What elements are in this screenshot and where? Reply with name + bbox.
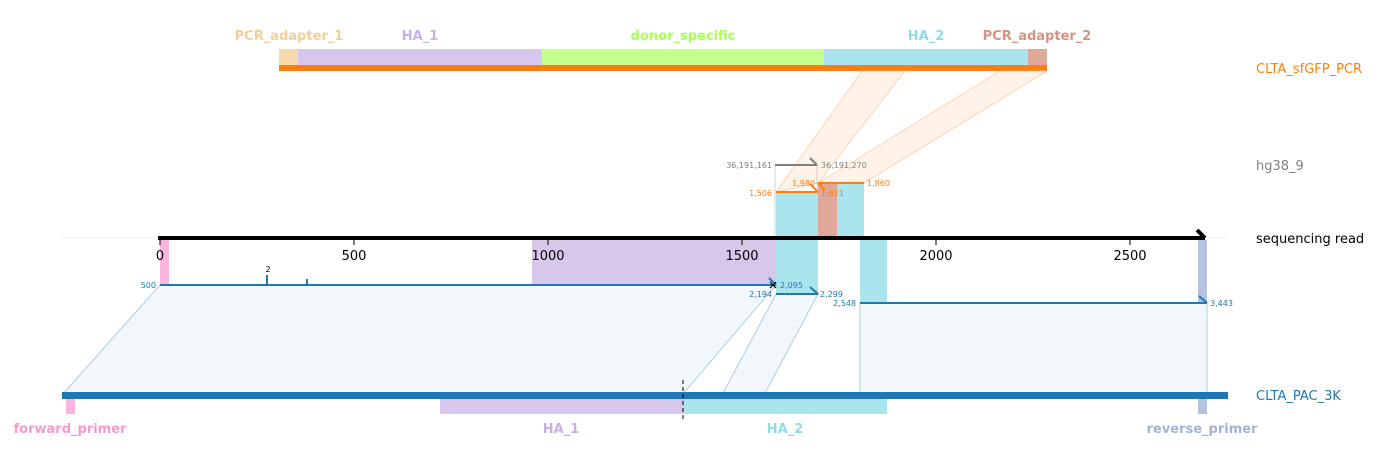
genome-arrow-icon	[809, 157, 818, 166]
donor-feature-donor-specific	[542, 49, 824, 65]
target-line	[62, 392, 1228, 399]
read-donor-ha2-block-a	[776, 192, 818, 238]
target-connection-c	[859, 302, 1208, 396]
donor-label-pcr-adapter-2: PCR_adapter_2	[983, 29, 1092, 44]
donor-line	[279, 65, 1047, 71]
target-feature-ha-2	[684, 399, 887, 414]
read-axis-tick-label: 2000	[919, 249, 952, 264]
donor-alignments: 1,506 1,980 1,611 1,860	[749, 179, 890, 238]
target-b-start-coord: 2,194	[749, 290, 772, 299]
target-a-end-coord: 2,095	[780, 281, 803, 290]
target-insertion-size: 2	[265, 265, 270, 274]
target-feature-forward-primer	[66, 399, 75, 414]
reference-label-read: sequencing read	[1256, 232, 1364, 247]
donor-feature-ha-2	[824, 49, 1028, 65]
donor-a-end-coord: 1,980	[792, 179, 815, 188]
donor-feature-ha-1	[298, 49, 542, 65]
genome-alignment: 36,191,161 36,191,270	[726, 157, 867, 238]
target-track: forward_primer HA_1 HA_2 reverse_primer	[14, 380, 1259, 437]
target-b-end-coord: 2,299	[820, 290, 843, 299]
target-a-start-coord: 500	[141, 281, 156, 290]
target-label-forward-primer: forward_primer	[14, 422, 128, 437]
read-ha1-block	[532, 240, 776, 285]
donor-b-start-coord: 1,611	[821, 189, 844, 198]
read-ha2-block-a	[776, 240, 818, 294]
target-arrow-c-icon	[1198, 295, 1208, 304]
target-arrow-b-icon	[809, 286, 819, 295]
target-label-ha-2: HA_2	[767, 422, 804, 437]
read-axis-tick-label: 2500	[1113, 249, 1146, 264]
donor-label-donor-specific: donor_specific	[631, 29, 736, 44]
target-c-start-coord: 2,548	[833, 299, 856, 308]
donor-track: PCR_adapter_1 HA_1 donor_specific HA_2 P…	[235, 29, 1092, 71]
read-axis-tick-label: 1500	[725, 249, 758, 264]
reference-labels: CLTA_sfGFP_PCR hg38_9 sequencing read CL…	[1256, 62, 1364, 404]
read-donor-ha2-block-b	[837, 183, 864, 238]
reference-label-genome: hg38_9	[1256, 159, 1304, 174]
reference-label-donor: CLTA_sfGFP_PCR	[1256, 62, 1362, 77]
read-reverse-primer-block	[1198, 240, 1207, 303]
donor-a-start-coord: 1,506	[749, 189, 772, 198]
genome-end-coord: 36,191,270	[821, 161, 867, 170]
donor-arrow-b-icon	[817, 182, 826, 191]
donor-label-pcr-adapter-1: PCR_adapter_1	[235, 29, 344, 44]
read-axis-tick-label: 0	[156, 249, 164, 264]
target-feature-reverse-primer	[1198, 399, 1207, 414]
target-alignments: 2 500 2,095 2,194 2,299 2,548 3,443	[60, 265, 1233, 396]
read-ha2-block-b	[860, 240, 887, 303]
target-label-ha-1: HA_1	[543, 422, 580, 437]
read-arrow-icon	[1195, 228, 1207, 240]
target-label-reverse-primer: reverse_primer	[1147, 422, 1259, 437]
donor-arrow-a-icon	[809, 183, 819, 193]
genome-start-coord: 36,191,161	[726, 161, 772, 170]
target-connection-a	[60, 284, 778, 396]
donor-label-ha-2: HA_2	[908, 29, 945, 44]
read-axis: 0 500 1000 1500 2000 2500	[156, 238, 1147, 264]
target-c-end-coord: 3,443	[1210, 299, 1233, 308]
target-mismatch-icon	[769, 281, 777, 289]
read-axis-tick-label: 500	[342, 249, 367, 264]
donor-b-end-coord: 1,860	[867, 179, 890, 188]
read-forward-primer-block	[160, 240, 169, 285]
target-feature-ha-1	[440, 399, 684, 414]
read-axis-tick-label: 1000	[531, 249, 564, 264]
donor-feature-pcr-adapter-2	[1028, 49, 1047, 65]
read-donor-adapter-block	[818, 183, 837, 238]
read-track: 0 500 1000 1500 2000 2500	[60, 228, 1228, 303]
donor-label-ha-1: HA_1	[402, 29, 439, 44]
donor-connections	[774, 70, 1049, 193]
reference-label-target: CLTA_PAC_3K	[1256, 389, 1341, 404]
donor-feature-pcr-adapter-1	[279, 49, 298, 65]
